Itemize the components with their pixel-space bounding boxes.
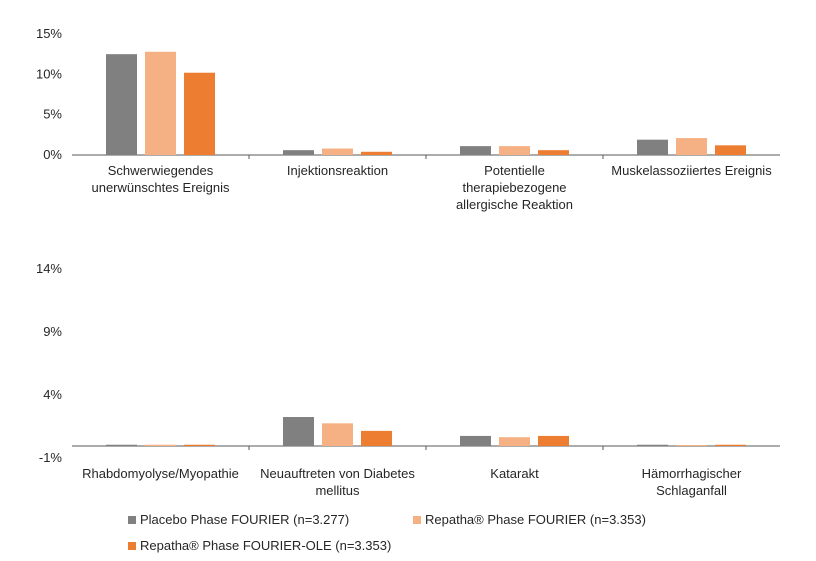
legend-swatch-repatha-fourier bbox=[413, 515, 421, 524]
x-category-label: Schwerwiegendes unerwünschtes Ereignis bbox=[91, 163, 230, 195]
legend: Placebo Phase FOURIER (n=3.277) Repatha®… bbox=[128, 512, 688, 558]
bar bbox=[361, 430, 392, 446]
x-category-label: Hämorrhagischer Schlaganfall bbox=[642, 466, 742, 498]
bar bbox=[676, 445, 707, 446]
y-tick-label: 14% bbox=[36, 261, 62, 276]
y-tick-label: 9% bbox=[43, 324, 62, 339]
bar bbox=[715, 145, 746, 155]
bar bbox=[637, 444, 668, 446]
bar bbox=[460, 435, 491, 446]
x-category-label: Rhabdomyolyse/Myopathie bbox=[82, 466, 239, 481]
x-category-label: Potentielle therapiebezogene allergische R… bbox=[456, 163, 573, 212]
bar bbox=[106, 444, 137, 446]
x-category-label: Katarakt bbox=[490, 466, 539, 481]
bar bbox=[322, 148, 353, 155]
bar bbox=[715, 444, 746, 446]
y-tick-label: 5% bbox=[43, 107, 62, 122]
bar bbox=[283, 417, 314, 446]
bar bbox=[184, 444, 215, 446]
bar bbox=[283, 150, 314, 155]
legend-item-placebo: Placebo Phase FOURIER (n=3.277) bbox=[128, 512, 349, 527]
bar bbox=[184, 72, 215, 155]
chart-panel-top: 0% 5% 10% 15% Schwerwiegendes unerwünschtes E… bbox=[36, 26, 780, 212]
bar bbox=[145, 51, 176, 155]
bar bbox=[361, 151, 392, 155]
bar bbox=[637, 139, 668, 155]
bar bbox=[499, 437, 530, 446]
x-category-label: Muskelassoziiertes Ereignis bbox=[611, 163, 772, 178]
y-tick-label: 15% bbox=[36, 26, 62, 41]
legend-swatch-repatha-ole bbox=[128, 541, 136, 550]
x-category-label: Neuauftreten von Diabetes mellitus bbox=[260, 466, 415, 498]
x-category-label: Injektionsreaktion bbox=[287, 163, 388, 178]
legend-label-placebo: Placebo Phase FOURIER (n=3.277) bbox=[140, 512, 350, 527]
legend-swatch-placebo bbox=[128, 515, 136, 524]
bar bbox=[676, 138, 707, 155]
bar bbox=[499, 146, 530, 155]
bar bbox=[538, 150, 569, 155]
y-tick-label: 10% bbox=[36, 66, 62, 81]
legend-item-repatha-ole: Repatha® Phase FOURIER-OLE (n=3.353) bbox=[128, 538, 391, 553]
legend-label-repatha-fourier: Repatha® Phase FOURIER (n=3.353) bbox=[425, 512, 646, 527]
bar bbox=[538, 435, 569, 446]
legend-item-repatha-fourier: Repatha® Phase FOURIER (n=3.353) bbox=[413, 512, 646, 527]
bar bbox=[106, 54, 137, 155]
y-tick-label: 4% bbox=[43, 387, 62, 402]
legend-label-repatha-ole: Repatha® Phase FOURIER-OLE (n=3.353) bbox=[140, 538, 392, 553]
chart-panel-bottom: -1% 4% 9% 14% Rhabdomyolyse/Myopathie Neuauft… bbox=[36, 261, 780, 498]
bar bbox=[145, 444, 176, 446]
y-tick-label: 0% bbox=[43, 147, 62, 162]
bar bbox=[460, 146, 491, 155]
y-tick-label: -1% bbox=[39, 450, 63, 465]
bar bbox=[322, 423, 353, 446]
